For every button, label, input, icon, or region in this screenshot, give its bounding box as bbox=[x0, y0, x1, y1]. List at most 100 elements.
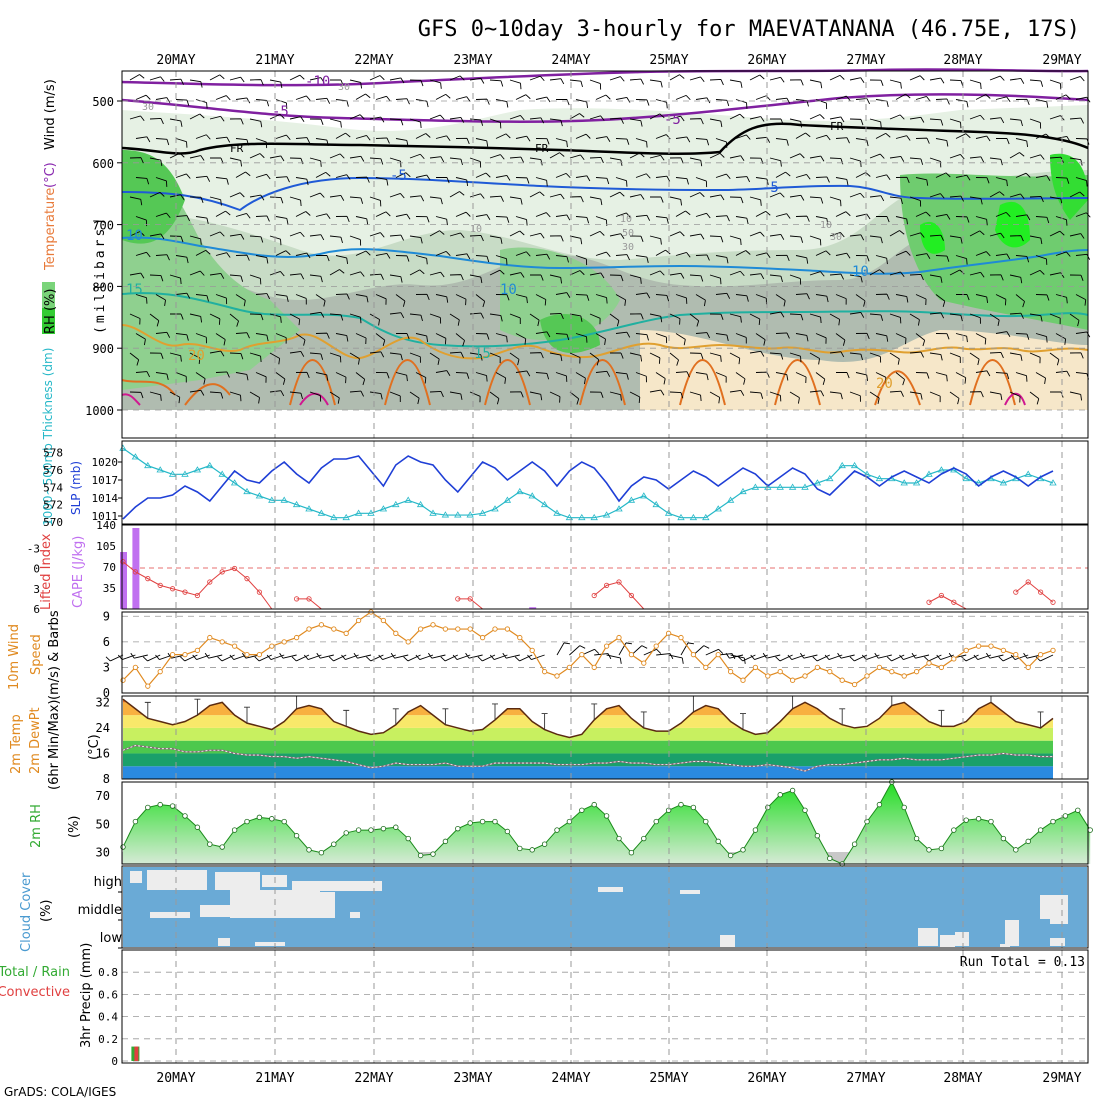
li-point bbox=[157, 582, 163, 588]
wind-barb bbox=[415, 216, 430, 223]
date-label: 20MAY bbox=[156, 1071, 195, 1086]
wind-speed-point bbox=[492, 626, 498, 632]
thickness-point bbox=[404, 496, 412, 503]
wind-barb bbox=[675, 177, 689, 185]
thickness-point bbox=[528, 492, 536, 499]
wind-barb bbox=[849, 118, 864, 126]
ylabel-temp-3: (6hr Min/Max) bbox=[47, 700, 62, 790]
wind-barb bbox=[795, 99, 809, 107]
wind-barb bbox=[769, 352, 784, 360]
wind-barb bbox=[829, 391, 843, 400]
wind-barb bbox=[515, 294, 528, 304]
wind-barb bbox=[469, 391, 481, 403]
wind-barb bbox=[609, 191, 625, 198]
wind-barb bbox=[809, 79, 823, 89]
minmax-whisker bbox=[293, 695, 300, 709]
wind-barb bbox=[289, 313, 301, 326]
wind-barb-10m bbox=[142, 654, 161, 662]
panel-border bbox=[121, 695, 1089, 780]
wind-barb bbox=[489, 195, 504, 202]
wind-barb bbox=[409, 391, 420, 405]
wind-barb bbox=[755, 177, 769, 185]
wind-barb bbox=[749, 350, 765, 357]
wind-barb bbox=[215, 333, 226, 346]
wind-barb bbox=[255, 372, 267, 383]
rh-point bbox=[442, 838, 449, 845]
wind-barb bbox=[189, 196, 204, 203]
wind-barb bbox=[889, 390, 904, 397]
wind-barb bbox=[335, 293, 350, 300]
wind-barb bbox=[675, 252, 691, 258]
wind-barb bbox=[909, 313, 920, 326]
rh-point bbox=[541, 841, 548, 847]
wind-barb bbox=[169, 235, 184, 243]
wind-barb bbox=[849, 274, 863, 283]
wind-barb bbox=[935, 372, 948, 382]
wind-barb bbox=[569, 79, 583, 88]
cloud-clear-patch bbox=[320, 892, 335, 918]
wind-barb bbox=[709, 118, 723, 128]
wind-barb bbox=[349, 352, 360, 365]
wind-barb bbox=[795, 293, 810, 300]
wind-barb bbox=[495, 174, 511, 181]
wind-barb bbox=[775, 294, 786, 307]
wind-barb bbox=[215, 136, 231, 143]
wind-barb bbox=[475, 255, 490, 263]
thickness-point bbox=[602, 511, 611, 518]
wind-barb bbox=[329, 195, 345, 201]
minmax-whisker bbox=[740, 713, 746, 730]
wind-barb bbox=[389, 234, 405, 241]
wind-barb bbox=[895, 216, 909, 225]
wind-speed-point bbox=[169, 651, 176, 658]
temp-band bbox=[123, 740, 1053, 754]
wind-barb bbox=[695, 138, 710, 146]
cloud-clear-patch bbox=[598, 887, 623, 892]
date-label: 25MAY bbox=[649, 1071, 688, 1086]
wind-speed-point bbox=[517, 634, 523, 641]
rh-point bbox=[504, 828, 511, 835]
wind-barb bbox=[155, 138, 170, 146]
wind-barb bbox=[995, 211, 1011, 218]
rh-tick-label: 70 bbox=[96, 789, 110, 803]
wind-barb bbox=[729, 352, 741, 365]
wind-barb bbox=[795, 372, 807, 383]
rh-point bbox=[752, 827, 759, 833]
minmax-whisker bbox=[442, 708, 449, 725]
wind-barb bbox=[395, 213, 411, 220]
thickness-point bbox=[826, 474, 834, 482]
wind-speed-point bbox=[913, 669, 920, 675]
wind-barb bbox=[695, 177, 708, 188]
wind-barb bbox=[1029, 391, 1040, 405]
wind-barb bbox=[429, 79, 442, 89]
wind-barb bbox=[135, 333, 146, 346]
wind-barb bbox=[875, 372, 887, 384]
wind-tick-label: 0 bbox=[103, 686, 110, 700]
rh-point bbox=[603, 813, 610, 819]
li-point bbox=[591, 592, 597, 599]
wind-barb bbox=[729, 235, 742, 246]
wind-barb bbox=[629, 274, 642, 284]
wind-barb bbox=[835, 333, 846, 346]
wind-speed-point bbox=[467, 626, 473, 632]
wind-barb bbox=[729, 270, 745, 277]
wind-barb-10m bbox=[961, 654, 979, 662]
li-point bbox=[182, 589, 188, 595]
date-label: 27MAY bbox=[846, 53, 885, 68]
wind-barb bbox=[169, 194, 185, 200]
wind-barb bbox=[949, 391, 960, 405]
rh-point bbox=[517, 845, 523, 852]
wind-barb bbox=[815, 250, 831, 256]
wind-barb bbox=[449, 351, 464, 358]
wind-barb bbox=[315, 97, 331, 104]
wind-barb bbox=[289, 196, 302, 207]
contour-label-grey-b: 30 bbox=[142, 102, 154, 113]
cloud-level-label: low bbox=[100, 931, 123, 946]
date-label: 28MAY bbox=[943, 53, 982, 68]
wind-barb-10m bbox=[366, 654, 384, 662]
wind-barb bbox=[275, 134, 291, 141]
thickness-point bbox=[342, 513, 350, 521]
cape-bar bbox=[120, 552, 127, 609]
wind-barb bbox=[1029, 79, 1044, 87]
wind-barb bbox=[129, 231, 145, 237]
wind-barb bbox=[330, 79, 344, 86]
